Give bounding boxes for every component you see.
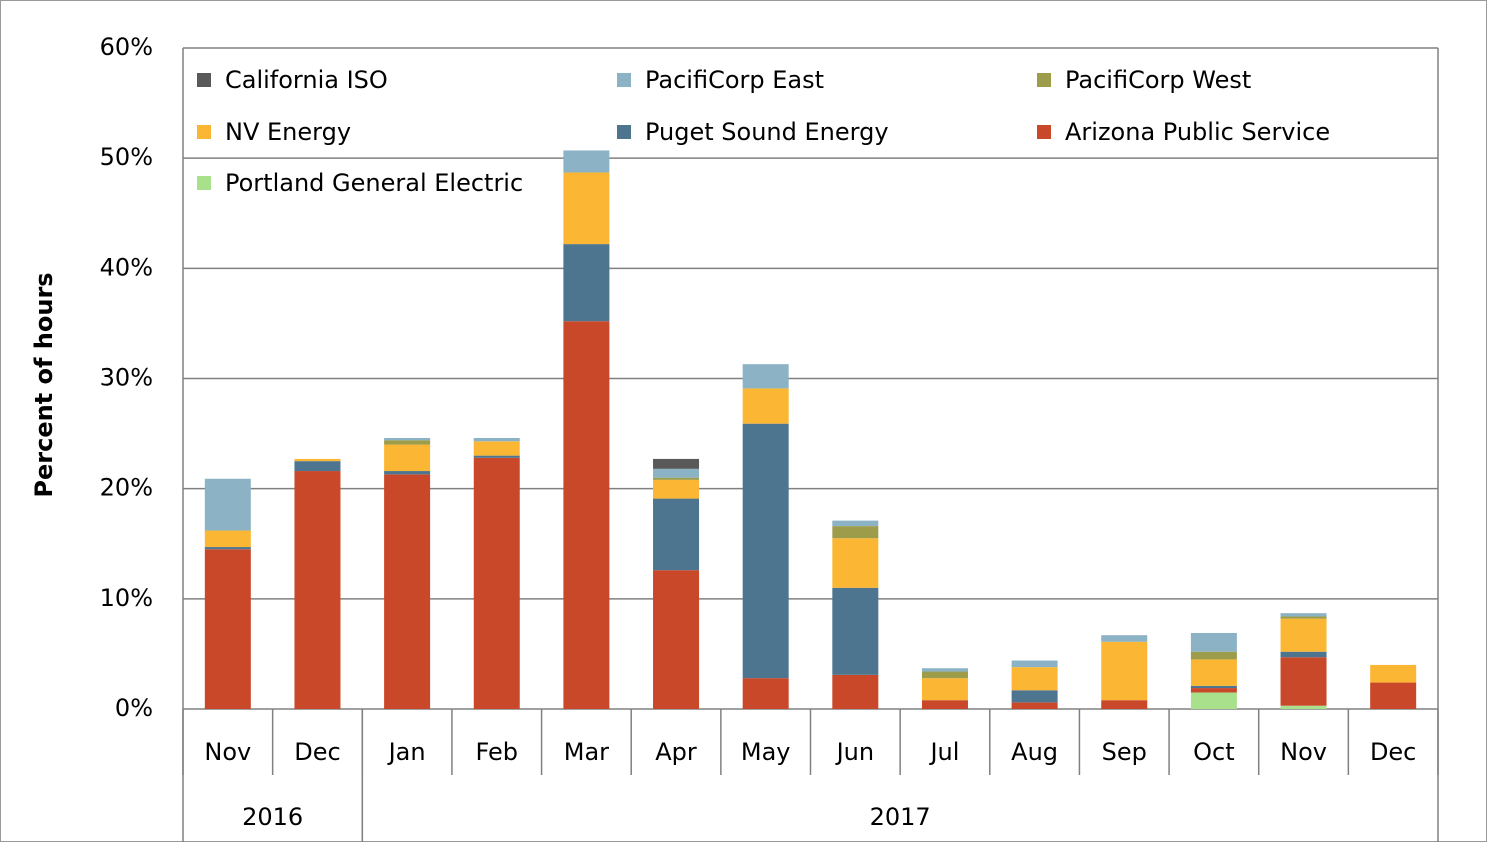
bar-segment [204, 478, 251, 531]
x-tick-label: Dec [1370, 738, 1416, 766]
bar-segment [1370, 664, 1417, 683]
x-tick-label: May [741, 738, 791, 766]
y-tick-label: 50% [100, 143, 153, 171]
x-tick-label: Jul [928, 738, 959, 766]
y-tick-label: 40% [100, 253, 153, 281]
bar-segment [204, 530, 251, 548]
y-tick-label: 60% [100, 33, 153, 61]
bar-segment [1011, 702, 1058, 709]
bar-segment [1190, 688, 1237, 693]
bar-segment [921, 668, 968, 672]
bar-segment [742, 423, 789, 679]
legend-swatch [197, 125, 211, 139]
bar-segment [921, 671, 968, 679]
bar-segment [563, 244, 610, 322]
y-tick-label: 10% [100, 584, 153, 612]
bar-segment [1280, 616, 1327, 619]
bar-segment [742, 678, 789, 709]
bar-segment [921, 700, 968, 709]
x-tick-label: Jun [835, 738, 875, 766]
bar-segment [204, 547, 251, 550]
legend-swatch [617, 125, 631, 139]
x-group-label: 2016 [242, 803, 303, 831]
bar-segment [1190, 692, 1237, 709]
bar-segment [832, 538, 879, 588]
bar-segment [384, 437, 431, 441]
bar-segment [1280, 613, 1327, 617]
legend-swatch [197, 176, 211, 190]
bar-segment [473, 457, 520, 709]
x-tick-label: Feb [476, 738, 519, 766]
bar-segment [653, 570, 700, 709]
legend-label: PacifiCorp East [645, 66, 824, 94]
bar-segment [384, 440, 431, 445]
bar-segment [1101, 635, 1148, 642]
bar-segment [563, 172, 610, 245]
legend-label: Puget Sound Energy [645, 118, 889, 146]
legend-swatch [617, 73, 631, 87]
bar-segment [1370, 682, 1417, 709]
legend-label: California ISO [225, 66, 388, 94]
bar-segment [563, 321, 610, 709]
x-tick-label: Nov [1280, 738, 1327, 766]
x-tick-label: Aug [1011, 738, 1058, 766]
x-tick-label: Jan [387, 738, 426, 766]
bar-segment [1190, 651, 1237, 660]
legend-label: Portland General Electric [225, 169, 523, 197]
bar-segment [1101, 641, 1148, 701]
y-tick-label: 0% [115, 694, 153, 722]
legend-swatch [1037, 125, 1051, 139]
bar-segment [1190, 632, 1237, 652]
bar-segment [1280, 705, 1327, 709]
bar-segment [294, 458, 341, 462]
y-tick-label: 20% [100, 474, 153, 502]
bar-segment [742, 388, 789, 424]
bar-segment [384, 474, 431, 709]
bar-segment [1011, 667, 1058, 691]
bar-segment [473, 441, 520, 456]
legend-swatch [197, 73, 211, 87]
bar-segment [1280, 618, 1327, 652]
bar-segment [742, 364, 789, 389]
bar-segment [653, 479, 700, 499]
legend-swatch [1037, 73, 1051, 87]
y-tick-label: 30% [100, 364, 153, 392]
bar-segment [1011, 690, 1058, 703]
x-tick-label: Dec [294, 738, 340, 766]
x-tick-label: Oct [1193, 738, 1235, 766]
bar-segment [563, 150, 610, 173]
bar-segment [653, 498, 700, 571]
bar-segment [1190, 685, 1237, 689]
x-tick-label: Apr [655, 738, 697, 766]
bar-segment [832, 674, 879, 709]
bar-segment [1011, 660, 1058, 668]
bar-segment [204, 549, 251, 709]
bar-segment [653, 468, 700, 478]
x-tick-label: Sep [1102, 738, 1147, 766]
bar-segment [1190, 659, 1237, 686]
bar-segment [832, 587, 879, 675]
bar-segment [384, 471, 431, 475]
bar-segment [653, 458, 700, 469]
bar-segment [473, 437, 520, 442]
legend-label: Arizona Public Service [1065, 118, 1330, 146]
bar-segment [653, 477, 700, 480]
y-axis-title: Percent of hours [30, 272, 58, 497]
x-group-label: 2017 [870, 803, 931, 831]
bar-segment [473, 455, 520, 458]
legend-label: PacifiCorp West [1065, 66, 1251, 94]
bar-segment [294, 471, 341, 709]
bar-segment [1280, 651, 1327, 658]
bar-segment [1101, 700, 1148, 709]
bar-segment [384, 444, 431, 472]
x-tick-label: Mar [564, 738, 609, 766]
bar-segment [921, 678, 968, 701]
x-tick-label: Nov [204, 738, 251, 766]
bar-segment [294, 461, 341, 472]
legend-label: NV Energy [225, 118, 351, 146]
bar-segment [832, 520, 879, 527]
bar-segment [1280, 657, 1327, 706]
bar-segment [832, 526, 879, 539]
